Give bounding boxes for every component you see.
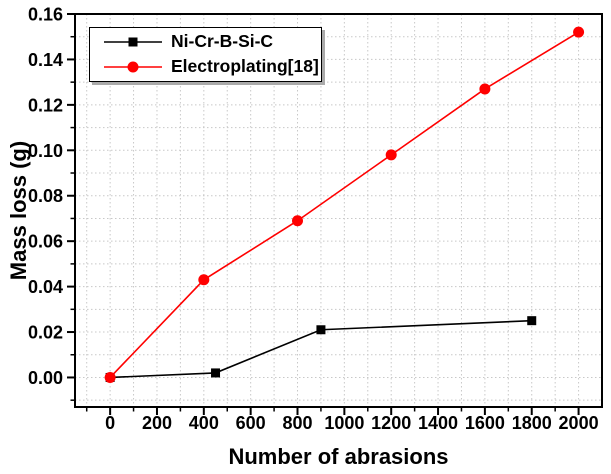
y-axis-tick-label: 0.12 <box>28 95 63 115</box>
x-axis-tick-label: 1800 <box>512 413 552 433</box>
y-axis-tick-label: 0.10 <box>28 141 63 161</box>
x-axis-tick-label: 200 <box>142 413 172 433</box>
x-axis-tick-label: 1400 <box>418 413 458 433</box>
x-axis-tick-label: 1600 <box>465 413 505 433</box>
y-axis-title: Mass loss (g) <box>6 141 31 280</box>
y-axis-tick-label: 0.16 <box>28 5 63 25</box>
legend-label: Ni-Cr-B-Si-C <box>171 31 274 52</box>
data-point-square <box>316 325 326 335</box>
y-axis-tick-label: 0.02 <box>28 323 63 343</box>
chart-plot-area: 0 200 400 600 800 1000 1200 1400 1600 1800 2000 0.0… <box>28 5 603 433</box>
x-axis-tick-label: 0 <box>105 413 115 433</box>
data-point-circle <box>573 26 585 38</box>
y-axis-tick-label: 0.00 <box>28 368 63 388</box>
data-point-circle <box>385 149 397 161</box>
x-axis-tick-label: 800 <box>282 413 312 433</box>
data-point-square <box>527 316 537 326</box>
legend-item-electroplating-18-: Electroplating[18] <box>104 56 321 78</box>
x-axis-tick-label: 400 <box>189 413 219 433</box>
series-line-ni-cr-b-si-c <box>110 319 532 379</box>
chart-legend: Ni-Cr-B-Si-C Electroplating[18] <box>89 27 322 82</box>
x-axis-tick-label: 1000 <box>324 413 364 433</box>
x-axis-tick-label: 600 <box>236 413 266 433</box>
x-axis-title: Number of abrasions <box>228 444 448 469</box>
x-axis-tick-label: 1200 <box>371 413 411 433</box>
legend-marker-circle-icon <box>104 61 162 73</box>
series-line-electroplating-18- <box>109 31 579 379</box>
y-axis-tick-label: 0.06 <box>28 232 63 252</box>
legend-marker-square-icon <box>104 37 162 47</box>
legend-item-ni-cr-b-si-c: Ni-Cr-B-Si-C <box>104 31 321 53</box>
data-point-square <box>211 368 221 378</box>
x-axis-tick-label: 2000 <box>559 413 599 433</box>
data-point-circle <box>104 371 116 383</box>
data-point-circle <box>198 274 210 286</box>
plot-frame <box>74 13 603 408</box>
data-point-circle <box>479 83 491 95</box>
data-point-circle <box>292 215 304 227</box>
legend-label: Electroplating[18] <box>171 56 319 77</box>
y-axis-tick-label: 0.04 <box>28 277 63 297</box>
y-axis-tick-label: 0.08 <box>28 186 63 206</box>
y-axis-tick-label: 0.14 <box>28 50 63 70</box>
